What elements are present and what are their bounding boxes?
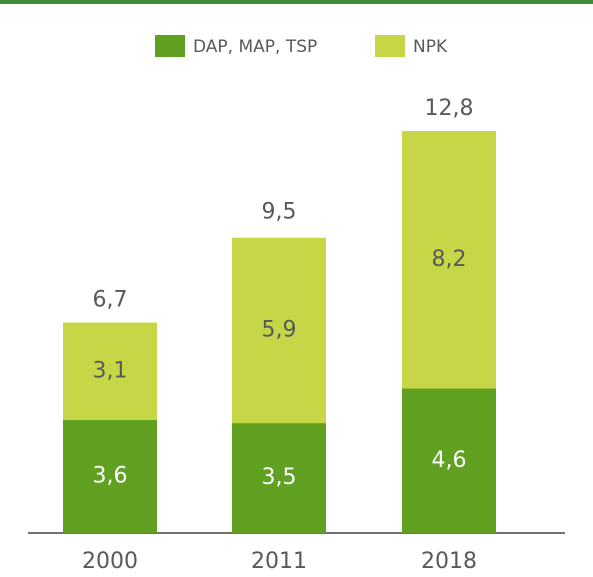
x-tick-label: 2000	[82, 549, 138, 574]
bar-segment	[63, 322, 157, 420]
bar-segment	[232, 237, 326, 424]
total-label: 12,8	[425, 96, 474, 121]
x-tick-label: 2018	[421, 549, 477, 574]
total-label: 6,7	[93, 288, 128, 313]
total-label: 9,5	[262, 200, 297, 225]
bar-segment	[63, 419, 157, 533]
value-label: 3,5	[262, 465, 297, 490]
value-label: 8,2	[432, 247, 467, 272]
bar-segment	[402, 388, 496, 533]
x-tick-label: 2011	[251, 549, 307, 574]
value-label: 3,6	[93, 463, 128, 488]
bar-segment	[402, 131, 496, 389]
value-label: 5,9	[262, 317, 297, 342]
value-label: 4,6	[432, 448, 467, 473]
legend-label: DAP, MAP, TSP	[193, 37, 317, 57]
legend-swatch	[155, 35, 185, 57]
bar-segment	[232, 423, 326, 533]
value-label: 3,1	[93, 358, 128, 383]
legend-label: NPK	[413, 37, 448, 57]
legend-swatch	[375, 35, 405, 57]
top-rule	[0, 0, 593, 4]
